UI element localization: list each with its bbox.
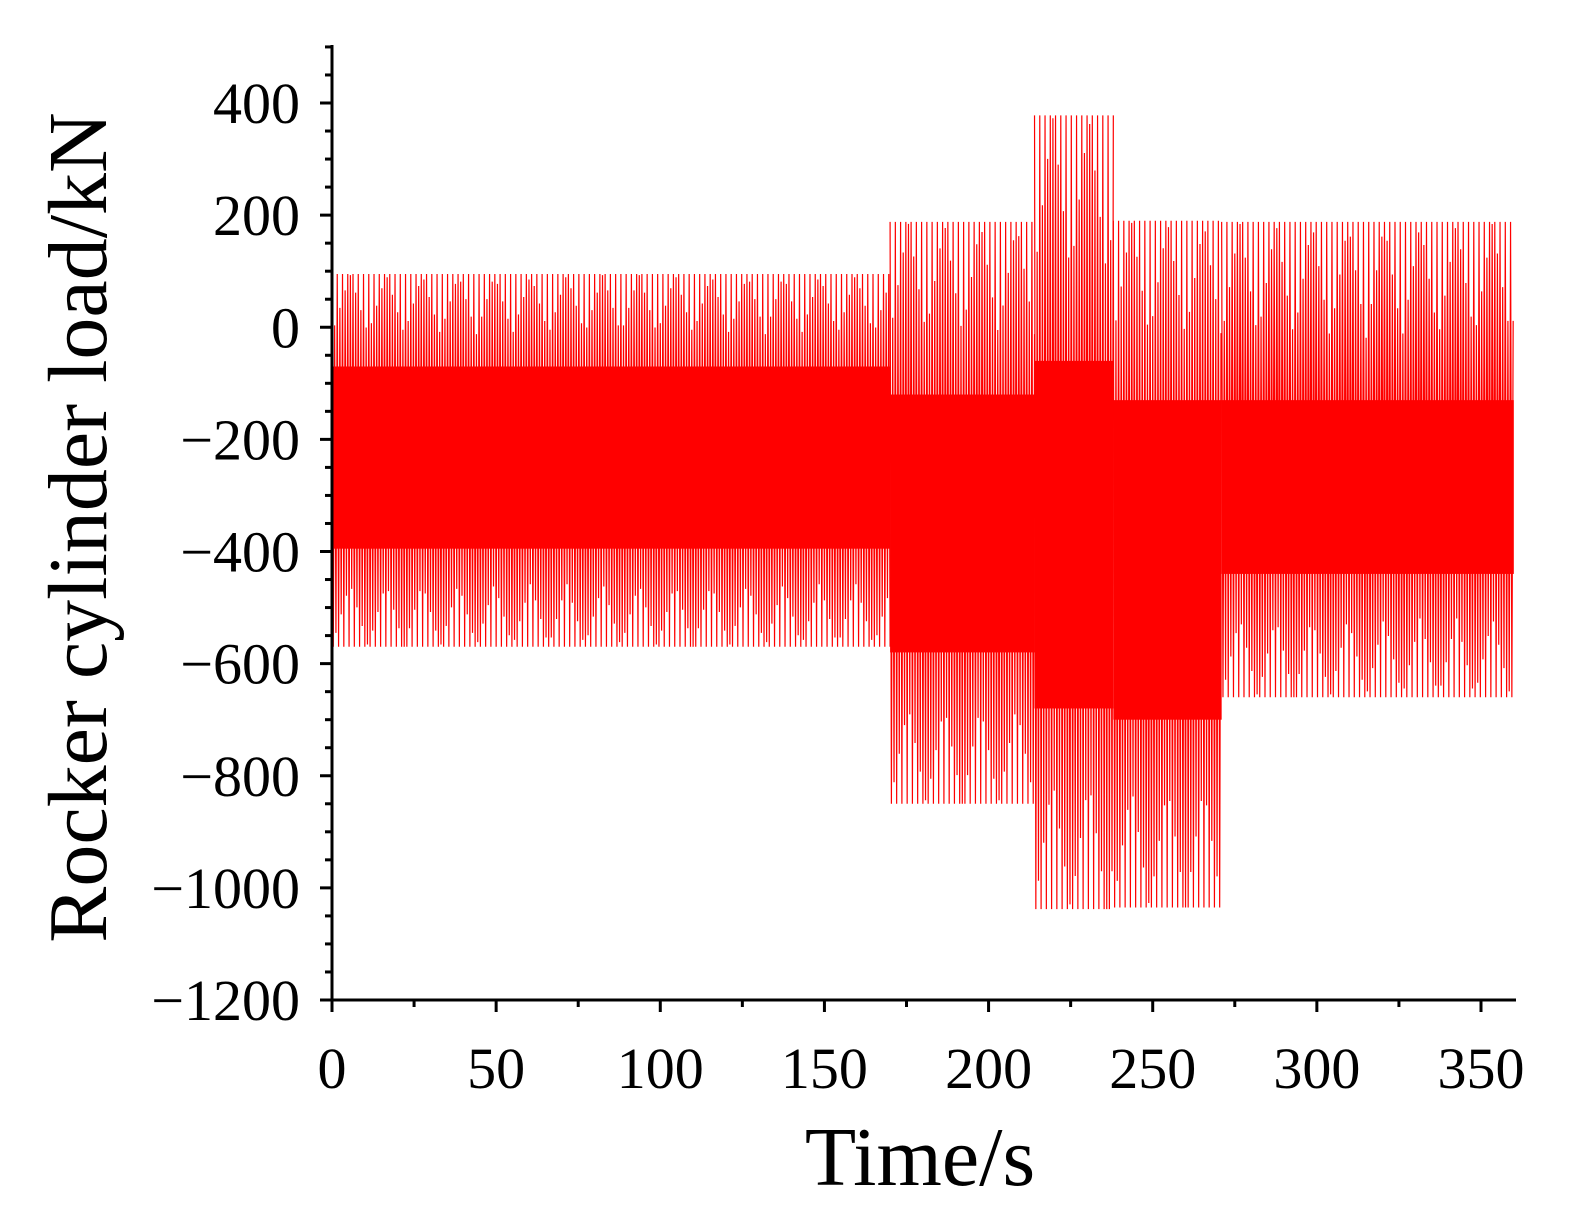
y-tick-label: −1200 (151, 968, 300, 1033)
x-tick-label: 50 (467, 1036, 525, 1101)
y-tick-label: 0 (271, 295, 300, 360)
series-layer (331, 115, 1514, 910)
axes (320, 45, 1516, 1012)
series-segment-5 (1221, 221, 1514, 698)
x-axis-title: Time/s (805, 1111, 1035, 1204)
x-tick-label: 350 (1438, 1036, 1525, 1101)
y-tick-label: −400 (180, 520, 300, 585)
x-tick-label: 250 (1109, 1036, 1196, 1101)
y-axis-title: Rocker cylinder load/kN (32, 112, 125, 942)
y-tick-label: 200 (213, 183, 300, 248)
series-core-band-1 (332, 366, 891, 549)
x-tick-label: 200 (945, 1036, 1032, 1101)
x-tick-label: 0 (318, 1036, 347, 1101)
y-tick-label: −800 (180, 744, 300, 809)
y-tick-label: −200 (180, 407, 300, 472)
series-core-band-2 (890, 394, 1035, 653)
x-tick-label: 100 (617, 1036, 704, 1101)
y-tick-label: −600 (180, 632, 300, 697)
x-tick-label: 300 (1273, 1036, 1360, 1101)
series-core-band-3 (1034, 360, 1114, 709)
tick-labels: 0 50 100 150 200 250 300 350 −1200 −1000 −800 −600 −… (151, 71, 1524, 1101)
x-tick-label: 150 (781, 1036, 868, 1101)
y-tick-label: −1000 (151, 856, 300, 921)
series-segment-3 (1033, 115, 1114, 910)
series-core-band-5 (1221, 400, 1514, 574)
series-core-band-4 (1113, 400, 1222, 720)
y-tick-label: 400 (213, 71, 300, 136)
